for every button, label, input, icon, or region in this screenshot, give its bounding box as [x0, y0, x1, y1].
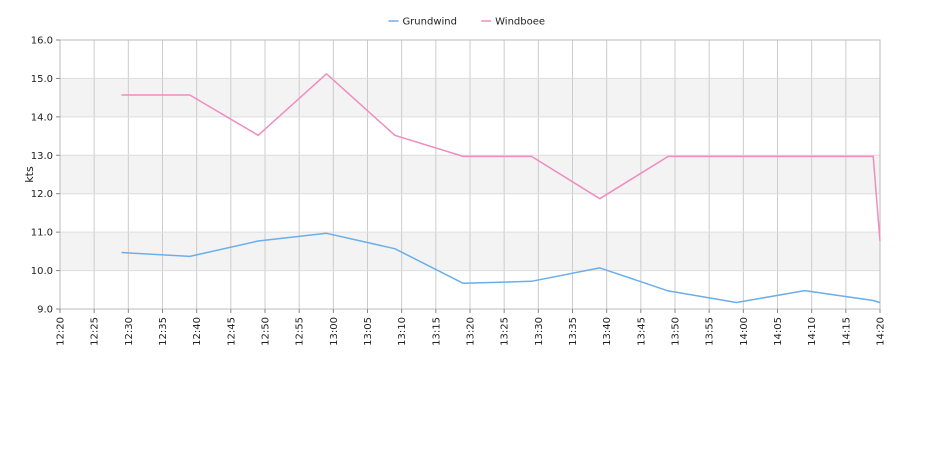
y-tick-label: 15.0 — [31, 74, 53, 85]
y-tick-label: 12.0 — [31, 189, 53, 200]
x-tick-label: 12:20 — [56, 317, 67, 346]
x-tick-label: 13:30 — [534, 317, 545, 346]
x-tick-label: 13:25 — [500, 317, 511, 346]
y-tick-label: 11.0 — [31, 228, 53, 239]
x-tick-label: 13:00 — [329, 317, 340, 346]
x-tick-label: 13:40 — [602, 317, 613, 346]
x-tick-label: 12:30 — [124, 317, 135, 346]
y-tick-label: 9.0 — [37, 305, 53, 316]
y-axis-label: kts — [23, 166, 36, 183]
y-tick-label: 13.0 — [31, 151, 53, 162]
x-tick-label: 14:00 — [739, 317, 750, 346]
legend-label: Grundwind — [402, 17, 457, 28]
x-axis-ticks: 12:20 12:25 12:30 12:35 12:40 12:45 12:50 12:55… — [56, 309, 887, 346]
x-tick-label: 14:05 — [773, 317, 784, 346]
x-tick-label: 13:10 — [397, 317, 408, 346]
series-lines — [121, 73, 881, 304]
x-tick-label: 13:20 — [466, 317, 477, 346]
x-tick-label: 12:50 — [261, 317, 272, 346]
x-tick-label: 13:35 — [568, 317, 579, 346]
x-tick-label: 12:25 — [90, 317, 101, 346]
y-tick-label: 14.0 — [31, 112, 53, 123]
series-line-windboee — [121, 73, 881, 242]
x-tick-label: 12:40 — [192, 317, 203, 346]
legend-item-windboee[interactable]: Windboee — [481, 17, 545, 28]
x-tick-label: 13:15 — [431, 317, 442, 346]
x-tick-label: 13:05 — [363, 317, 374, 346]
x-tick-label: 12:35 — [158, 317, 169, 346]
x-tick-label: 14:10 — [807, 317, 818, 346]
y-axis-ticks: 9.0 10.0 11.0 12.0 13.0 14.0 15.0 16.0 — [31, 36, 60, 316]
series-line-grundwind — [121, 232, 881, 304]
x-tick-label: 14:20 — [876, 317, 887, 346]
x-tick-label: 13:45 — [636, 317, 647, 346]
y-tick-label: 10.0 — [31, 266, 53, 277]
vertical-gridlines — [59, 40, 881, 309]
x-tick-label: 13:50 — [671, 317, 682, 346]
legend-label: Windboee — [495, 17, 545, 28]
legend[interactable]: Grundwind Windboee — [388, 17, 545, 28]
x-tick-label: 12:45 — [226, 317, 237, 346]
x-tick-label: 14:15 — [841, 317, 852, 346]
y-tick-label: 16.0 — [31, 36, 53, 47]
x-tick-label: 13:55 — [705, 317, 716, 346]
x-tick-label: 12:55 — [295, 317, 306, 346]
legend-item-grundwind[interactable]: Grundwind — [388, 17, 457, 28]
